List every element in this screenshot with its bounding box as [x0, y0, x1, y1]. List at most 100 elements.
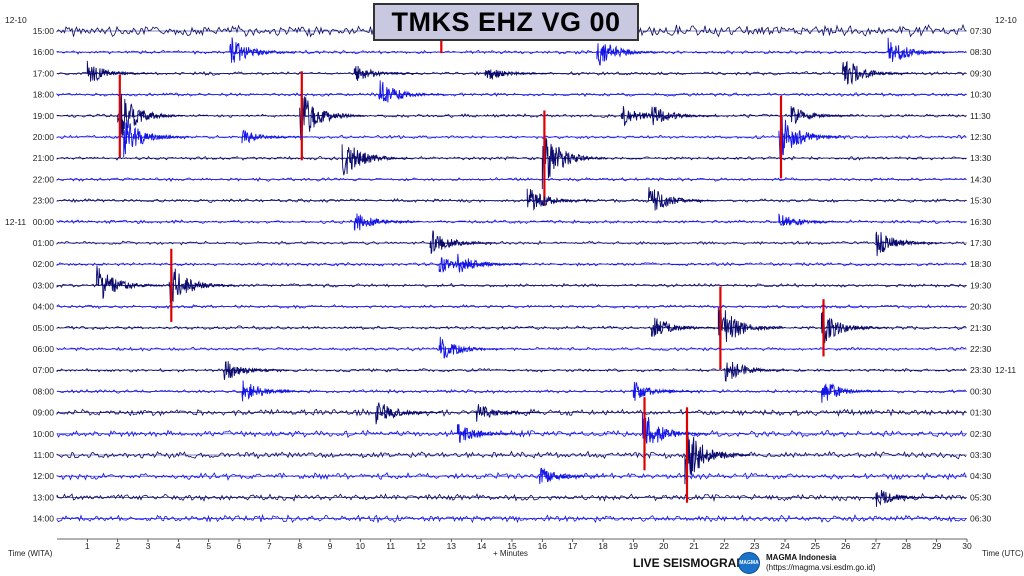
x-tick-label: 17 [568, 541, 578, 551]
right-time-label: 13:30 [970, 153, 992, 163]
brand-label: LIVE SEISMOGRAM [633, 556, 747, 570]
left-time-label: 05:00 [33, 323, 55, 333]
right-time-label: 21:30 [970, 323, 992, 333]
x-tick-label: 2 [115, 541, 120, 551]
x-tick-label: 11 [386, 541, 395, 551]
event-waveform [875, 231, 942, 257]
event-waveform [353, 65, 420, 81]
right-time-label: 14:30 [970, 174, 992, 184]
minutes-axis-label: + Minutes [493, 549, 528, 558]
x-tick-label: 5 [206, 541, 211, 551]
event-waveform [86, 60, 154, 82]
left-time-label: 15:00 [33, 26, 55, 36]
x-tick-label: 1 [85, 541, 90, 551]
left-time-label: 09:00 [33, 408, 55, 418]
right-time-label: 04:30 [970, 471, 992, 481]
event-waveform [717, 307, 784, 352]
event-waveform [341, 144, 408, 176]
x-tick-label: 23 [750, 541, 760, 551]
station-title-box: TMKS EHZ VG 00 [373, 3, 639, 41]
event-waveform [541, 135, 609, 190]
event-waveform [241, 380, 308, 402]
right-time-label: 07:30 [970, 26, 992, 36]
event-waveform [842, 60, 909, 85]
clipped-signal-marker [643, 397, 646, 471]
x-tick-label: 25 [811, 541, 821, 551]
event-waveform [778, 213, 845, 227]
event-waveform [723, 361, 791, 382]
right-time-label: 11:30 [970, 111, 991, 121]
x-tick-label: 20 [659, 541, 669, 551]
right-time-label: 22:30 [970, 344, 992, 354]
left-time-label: 18:00 [33, 90, 55, 100]
x-tick-label: 27 [871, 541, 881, 551]
event-waveform [429, 230, 496, 254]
event-waveform [684, 429, 751, 485]
plot-area [57, 18, 967, 540]
x-tick-label: 19 [629, 541, 639, 551]
event-waveform [526, 188, 593, 211]
left-time-label: 19:00 [33, 111, 55, 121]
right-time-label: 10:30 [970, 90, 992, 100]
org-info: MAGMA Indonesia (https://magma.vsi.esdm.… [766, 553, 875, 573]
event-waveform [438, 336, 505, 359]
clipped-signal-marker [685, 407, 689, 503]
left-time-label: 10:00 [33, 429, 55, 439]
trace-row [56, 304, 966, 310]
clipped-signal-marker [779, 95, 783, 179]
right-time-label: 00:30 [970, 386, 992, 396]
x-tick-label: 21 [689, 541, 699, 551]
event-waveform [632, 381, 699, 401]
right-time-label: 17:30 [970, 238, 992, 248]
event-waveform [484, 69, 551, 80]
left-time-label: 21:00 [33, 153, 55, 163]
left-time-label: 13:00 [33, 492, 55, 502]
left-time-label: 06:00 [33, 344, 55, 354]
right-time-label: 19:30 [970, 280, 992, 290]
x-tick-label: 26 [841, 541, 851, 551]
left-time-label: 08:00 [33, 386, 55, 396]
clipped-signal-marker [543, 110, 546, 206]
event-waveform [648, 187, 715, 211]
right-time-label: 06:30 [970, 514, 992, 524]
event-waveform [117, 94, 184, 137]
clipped-signal-marker [300, 71, 303, 161]
x-tick-label: 12 [416, 541, 426, 551]
left-date-change-label: 12-11 [5, 217, 26, 227]
right-time-label: 09:30 [970, 68, 992, 78]
event-waveform [353, 213, 420, 231]
event-waveform [790, 106, 857, 124]
right-time-label: 12:30 [970, 132, 992, 142]
x-tick-label: 3 [146, 541, 151, 551]
left-time-label: 04:00 [33, 302, 55, 312]
event-waveform [820, 311, 888, 344]
event-group [86, 8, 954, 507]
left-time-label: 14:00 [33, 514, 55, 524]
x-tick-label: 13 [447, 541, 457, 551]
event-waveform [456, 253, 524, 273]
left-time-axis: 15:00 16:00 17:00 18:00 19:00 20:00 21:00 22:00… [5, 15, 54, 524]
trace-row [56, 155, 967, 161]
left-time-label: 02:00 [33, 259, 55, 269]
x-tick-label: 10 [356, 541, 366, 551]
right-time-axis: 07:30 08:30 09:30 10:30 11:30 12:30 13:30 14:30… [970, 15, 1017, 524]
magma-logo-icon: MAGMA [738, 552, 760, 574]
right-date-label: 12-10 [995, 15, 1017, 25]
event-waveform [438, 257, 505, 273]
event-waveform [375, 402, 442, 425]
x-tick-label: 29 [932, 541, 942, 551]
right-time-label: 08:30 [970, 47, 992, 57]
trace-row [56, 219, 967, 225]
event-waveform [95, 265, 163, 299]
org-url[interactable]: (https://magma.vsi.esdm.go.id) [766, 563, 876, 572]
event-waveform [820, 383, 888, 403]
event-waveform [538, 467, 605, 485]
right-date-change-label: 12-11 [995, 365, 1016, 375]
x-tick-label: 4 [176, 541, 181, 551]
left-time-label: 00:00 [33, 217, 55, 227]
event-waveform [241, 129, 308, 144]
trace-row [56, 367, 967, 373]
right-time-label: 01:30 [970, 408, 992, 418]
event-waveform [778, 116, 845, 159]
